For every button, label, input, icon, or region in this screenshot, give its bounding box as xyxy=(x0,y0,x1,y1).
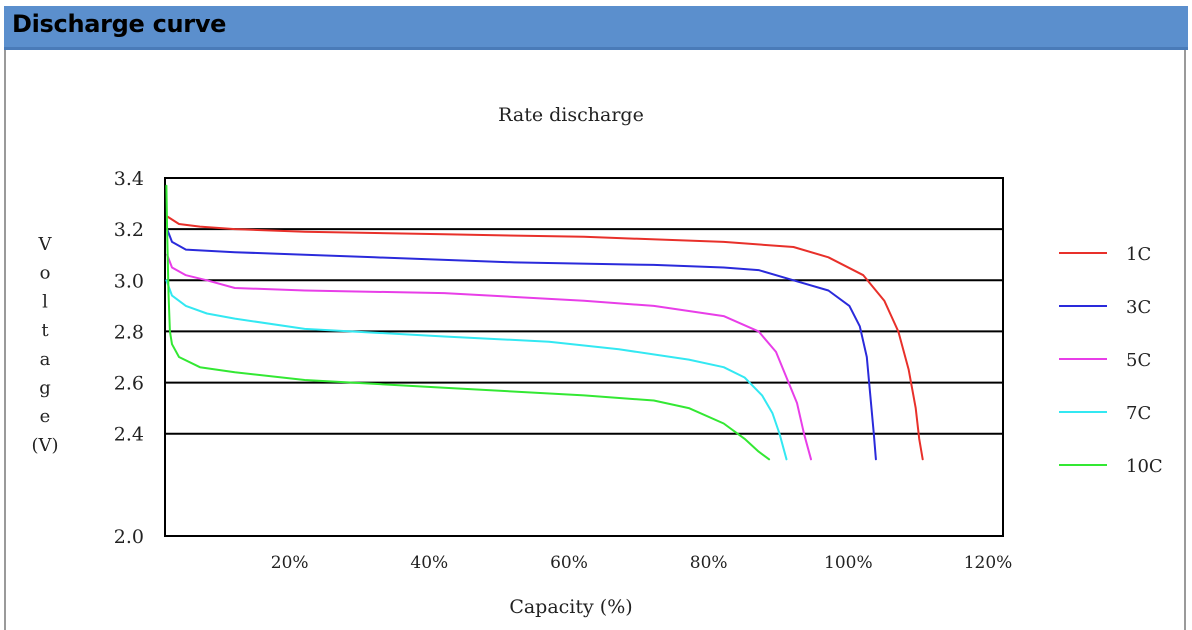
x-axis-label: Capacity (%) xyxy=(509,596,632,618)
legend-label-5c: 5C xyxy=(1126,350,1151,371)
y-axis-label-char: l xyxy=(42,291,48,312)
discharge-chart: Rate discharge 2.0 2.4 2.6 2.8 3.0 3.2 3.4 20% 40… xyxy=(31,104,1163,618)
series-line-10c xyxy=(165,184,771,461)
y-tick-label: 2.6 xyxy=(114,373,144,395)
x-tick-label: 80% xyxy=(690,553,728,573)
legend-label-3c: 3C xyxy=(1126,297,1151,318)
x-tick-label: 40% xyxy=(410,553,448,573)
series-line-5c xyxy=(166,253,812,461)
x-tick-label: 100% xyxy=(824,553,873,573)
y-tick-label: 2.0 xyxy=(114,526,144,548)
y-tick-label: 2.8 xyxy=(114,321,144,343)
y-axis-label-char: e xyxy=(40,406,51,427)
x-tick-label: 60% xyxy=(550,553,588,573)
panel-title: Discharge curve xyxy=(12,10,227,38)
plot-frame xyxy=(164,177,1004,537)
legend-label-10c: 10C xyxy=(1126,456,1163,477)
chart-title: Rate discharge xyxy=(498,104,644,126)
x-tick-label: 20% xyxy=(271,553,309,573)
y-tick-label: 3.2 xyxy=(114,219,144,241)
y-axis-label-char: o xyxy=(40,263,51,284)
y-axis-label-char: V xyxy=(38,234,53,255)
series-line-3c xyxy=(166,228,877,461)
y-tick-label: 3.0 xyxy=(114,270,144,292)
y-axis-label-char: t xyxy=(41,320,49,341)
x-tick-label: 120% xyxy=(964,553,1013,573)
y-axis-label-char: (V) xyxy=(31,435,58,456)
legend-label-7c: 7C xyxy=(1126,403,1151,424)
legend-label-1c: 1C xyxy=(1126,244,1151,265)
y-axis-label-char: g xyxy=(39,378,51,399)
series-line-1c xyxy=(166,215,924,461)
chart-panel: Rate discharge 2.0 2.4 2.6 2.8 3.0 3.2 3.4 20% 40… xyxy=(4,50,1186,630)
series-line-7c xyxy=(165,279,788,461)
panel-header: Discharge curve xyxy=(4,6,1188,50)
y-axis-label-char: a xyxy=(40,349,51,370)
y-tick-label: 3.4 xyxy=(114,168,144,190)
y-tick-label: 2.4 xyxy=(114,424,144,446)
